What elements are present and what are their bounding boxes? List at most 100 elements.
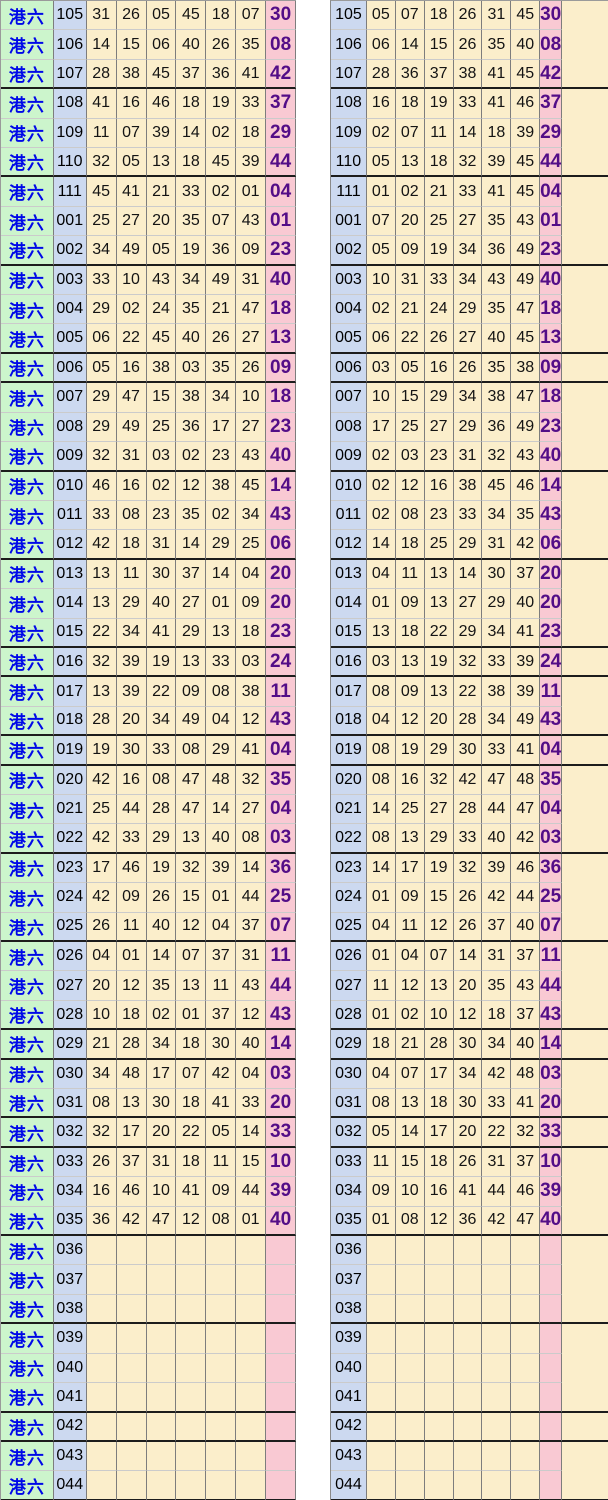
lottery-label-cell: 港六 bbox=[1, 942, 54, 972]
drawn-number-cell: 27 bbox=[236, 324, 267, 354]
lottery-label-cell: 港六 bbox=[1, 618, 54, 648]
drawn-number-cell: 20 bbox=[146, 1118, 177, 1148]
sorted-number-cell bbox=[366, 1383, 396, 1413]
special-number-cell: 35 bbox=[266, 765, 297, 795]
lottery-label-cell: 港六 bbox=[1, 1383, 54, 1413]
drawn-number-cell bbox=[176, 1324, 207, 1354]
sorted-number-cell: 35 bbox=[511, 500, 541, 531]
sorted-number-cell: 08 bbox=[395, 1206, 425, 1237]
drawn-number-cell: 02 bbox=[146, 1000, 177, 1031]
sorted-number-cell bbox=[395, 1412, 425, 1442]
lottery-label-cell: 港六 bbox=[1, 736, 54, 766]
sorted-number-cell bbox=[366, 1441, 396, 1472]
special-number-cell: 24 bbox=[266, 647, 297, 678]
draw-order-row: 港六 003 33 10 43 34 49 31 40 bbox=[1, 265, 297, 296]
sorted-number-cell: 34 bbox=[453, 1059, 483, 1090]
issue-number-cell: 110 bbox=[53, 148, 87, 178]
sorted-number-cell bbox=[366, 1471, 396, 1500]
sorted-number-cell: 49 bbox=[511, 706, 541, 737]
drawn-number-cell bbox=[176, 1265, 207, 1295]
issue-number-cell: 107 bbox=[331, 59, 367, 90]
drawn-number-cell: 29 bbox=[146, 824, 177, 854]
drawn-number-cell: 36 bbox=[206, 236, 237, 266]
special-number-cell: 29 bbox=[540, 118, 563, 149]
sorted-numbers-row: 111 01 02 21 33 41 45 04 bbox=[331, 177, 608, 207]
trailing-empty-cell bbox=[562, 1441, 608, 1472]
drawn-number-cell: 13 bbox=[176, 824, 207, 854]
trailing-empty-cell bbox=[562, 1294, 608, 1325]
issue-number-cell: 031 bbox=[53, 1089, 87, 1119]
trailing-empty-cell bbox=[562, 295, 608, 325]
drawn-number-cell: 08 bbox=[176, 736, 207, 766]
special-number-cell: 23 bbox=[266, 412, 297, 443]
sorted-number-cell: 03 bbox=[395, 442, 425, 472]
lottery-label-cell: 港六 bbox=[1, 353, 54, 384]
drawn-number-cell: 38 bbox=[236, 677, 267, 707]
issue-number-cell: 009 bbox=[331, 442, 367, 472]
sorted-numbers-row: 031 08 13 18 30 33 41 20 bbox=[331, 1089, 608, 1119]
drawn-number-cell: 18 bbox=[116, 530, 147, 560]
sorted-number-cell: 32 bbox=[511, 1118, 541, 1148]
draw-order-row: 港六 018 28 20 34 49 04 12 43 bbox=[1, 706, 297, 737]
draw-order-row: 港六 108 41 16 46 18 19 33 37 bbox=[1, 89, 297, 119]
special-number-cell: 14 bbox=[266, 471, 297, 501]
sorted-number-cell: 02 bbox=[366, 471, 396, 501]
sorted-number-cell: 40 bbox=[511, 30, 541, 60]
special-number-cell bbox=[540, 1353, 563, 1384]
sorted-numbers-row: 028 01 02 10 12 18 37 43 bbox=[331, 1000, 608, 1031]
sorted-number-cell: 42 bbox=[511, 824, 541, 854]
draw-order-row: 港六 109 11 07 39 14 02 18 29 bbox=[1, 118, 297, 149]
drawn-number-cell bbox=[236, 1412, 267, 1442]
drawn-number-cell bbox=[146, 1265, 177, 1295]
sorted-number-cell: 36 bbox=[482, 412, 512, 443]
sorted-number-cell bbox=[366, 1324, 396, 1354]
drawn-number-cell: 49 bbox=[116, 236, 147, 266]
drawn-number-cell: 43 bbox=[146, 265, 177, 296]
sorted-number-cell: 04 bbox=[366, 559, 396, 590]
drawn-number-cell: 39 bbox=[236, 148, 267, 178]
sorted-number-cell: 04 bbox=[366, 912, 396, 942]
special-number-cell: 23 bbox=[540, 618, 563, 648]
drawn-number-cell: 01 bbox=[206, 883, 237, 913]
drawn-number-cell: 14 bbox=[206, 559, 237, 590]
drawn-number-cell bbox=[116, 1236, 147, 1266]
sorted-numbers-row: 038 bbox=[331, 1294, 608, 1325]
drawn-number-cell: 39 bbox=[116, 677, 147, 707]
sorted-numbers-row: 025 04 11 12 26 37 40 07 bbox=[331, 912, 608, 942]
drawn-number-cell: 11 bbox=[116, 559, 147, 590]
drawn-number-cell: 26 bbox=[206, 324, 237, 354]
drawn-number-cell: 23 bbox=[146, 500, 177, 531]
sorted-number-cell: 07 bbox=[395, 1, 425, 31]
special-number-cell: 04 bbox=[540, 177, 563, 207]
lottery-label-cell: 港六 bbox=[1, 500, 54, 531]
draw-order-row: 港六 019 19 30 33 08 29 41 04 bbox=[1, 736, 297, 766]
special-number-cell: 25 bbox=[540, 883, 563, 913]
drawn-number-cell: 28 bbox=[86, 706, 117, 737]
drawn-number-cell: 18 bbox=[206, 1, 237, 31]
sorted-numbers-table: 105 05 07 18 26 31 45 30 106 06 14 15 26 35 40 08 107 28 3… bbox=[330, 0, 608, 1500]
draw-order-row: 港六 038 bbox=[1, 1294, 297, 1325]
drawn-number-cell bbox=[116, 1294, 147, 1325]
sorted-numbers-row: 043 bbox=[331, 1441, 608, 1472]
lottery-label-cell: 港六 bbox=[1, 236, 54, 266]
sorted-number-cell bbox=[453, 1324, 483, 1354]
drawn-number-cell: 26 bbox=[86, 1147, 117, 1178]
special-number-cell: 39 bbox=[266, 1177, 297, 1207]
lottery-label-cell: 港六 bbox=[1, 1177, 54, 1207]
special-number-cell: 13 bbox=[266, 324, 297, 354]
special-number-cell: 04 bbox=[266, 736, 297, 766]
sorted-number-cell: 35 bbox=[482, 295, 512, 325]
lottery-label-cell: 港六 bbox=[1, 412, 54, 443]
lottery-label-cell: 港六 bbox=[1, 1441, 54, 1472]
draw-order-row: 港六 031 08 13 30 18 41 33 20 bbox=[1, 1089, 297, 1119]
issue-number-cell: 023 bbox=[331, 853, 367, 884]
draw-order-row: 港六 110 32 05 13 18 45 39 44 bbox=[1, 148, 297, 178]
drawn-number-cell: 33 bbox=[206, 647, 237, 678]
drawn-number-cell: 22 bbox=[86, 618, 117, 648]
drawn-number-cell: 14 bbox=[176, 118, 207, 149]
special-number-cell bbox=[266, 1471, 297, 1500]
drawn-number-cell: 17 bbox=[86, 853, 117, 884]
lottery-label-cell: 港六 bbox=[1, 1089, 54, 1119]
sorted-number-cell: 28 bbox=[453, 794, 483, 825]
